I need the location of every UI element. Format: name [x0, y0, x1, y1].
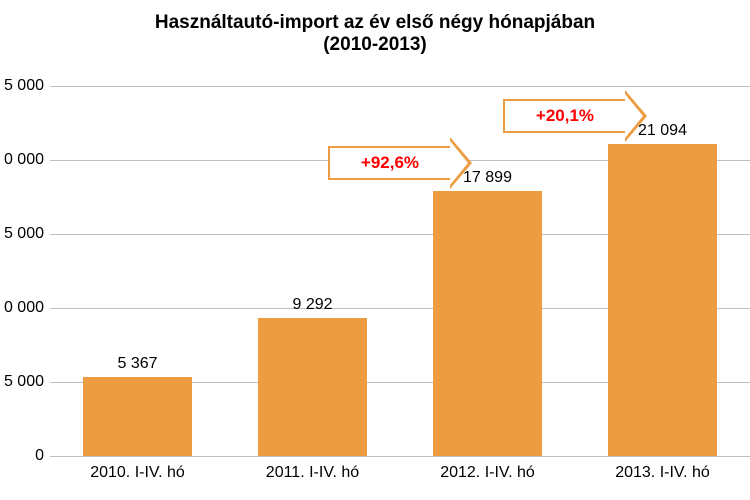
bar-value-label: 9 292 — [292, 296, 332, 314]
bar: 17 899 — [433, 191, 542, 456]
delta-arrowhead-fill — [450, 141, 468, 185]
bar: 21 094 — [608, 144, 717, 456]
y-tick-label: 0 — [35, 447, 50, 465]
x-tick-label: 2012. I-IV. hó — [440, 456, 535, 482]
chart-title: Használtautó-import az év első négy hóna… — [0, 12, 750, 56]
y-tick-label: 5 000 — [4, 373, 50, 391]
chart-title-line1: Használtautó-import az év első négy hóna… — [0, 12, 750, 34]
y-tick-label: 0 000 — [4, 151, 50, 169]
x-tick-label: 2010. I-IV. hó — [90, 456, 185, 482]
x-tick-label: 2011. I-IV. hó — [266, 456, 359, 482]
delta-arrow: +92,6% — [328, 146, 451, 180]
chart-title-line2: (2010-2013) — [0, 34, 750, 56]
chart-frame: Használtautó-import az év első négy hóna… — [0, 0, 750, 500]
y-tick-label: 0 000 — [4, 299, 50, 317]
y-tick-label: 5 000 — [4, 225, 50, 243]
gridline — [50, 86, 750, 87]
delta-arrowhead-fill — [625, 94, 643, 138]
y-tick-label: 5 000 — [4, 77, 50, 95]
bar: 5 367 — [83, 377, 192, 456]
delta-arrow: +20,1% — [503, 99, 626, 133]
x-tick-label: 2013. I-IV. hó — [615, 456, 710, 482]
plot-area: 05 0000 0005 0000 0005 0005 3672010. I-I… — [50, 86, 750, 456]
bar-value-label: 5 367 — [117, 355, 157, 373]
bar: 9 292 — [258, 318, 367, 456]
